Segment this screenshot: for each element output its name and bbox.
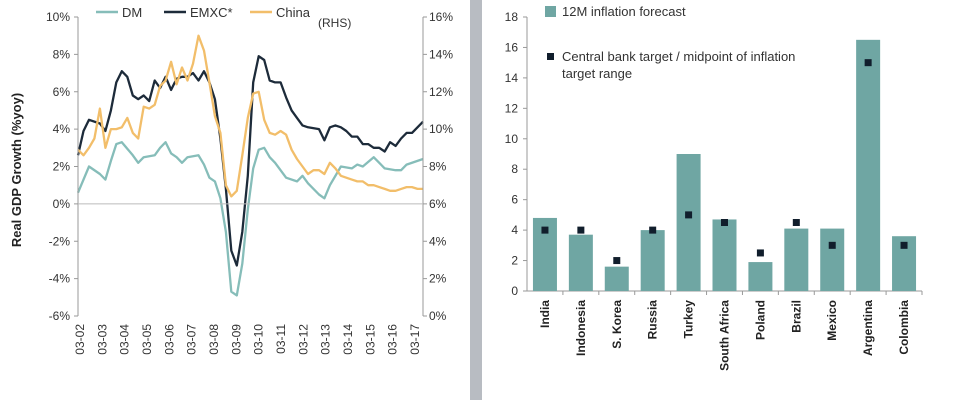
bar-y-tick-label: 18: [505, 10, 519, 24]
category-label: Argentina: [861, 300, 875, 356]
y-tick-label: 0%: [53, 197, 71, 211]
y-axis-label: Real GDP Growth (%yoy): [9, 93, 24, 247]
x-tick-label: 03-05: [140, 324, 154, 355]
line-chart-legend: DM EMXC* China (RHS): [96, 5, 351, 30]
legend-label-china: China: [276, 5, 311, 20]
bar-brazil: [784, 228, 809, 291]
series-line-china: [77, 34, 423, 198]
target-marker-india: [541, 226, 549, 234]
y-tick-label: 2%: [53, 160, 71, 174]
legend-label-dm: DM: [122, 5, 142, 20]
x-tick-label: 03-03: [95, 324, 109, 355]
bar-y-tick-label: 10: [505, 132, 519, 146]
bar-argentina: [856, 39, 881, 292]
legend-swatch-forecast: [545, 6, 556, 17]
target-marker-colombia: [900, 241, 908, 249]
bar-y-tick-label: 16: [505, 40, 519, 54]
target-marker-s-korea: [613, 257, 621, 265]
y-tick-label: -4%: [49, 272, 71, 286]
y-tick-label: 6%: [53, 85, 71, 99]
target-marker-russia: [649, 226, 657, 234]
x-tick-label: 03-11: [274, 324, 288, 354]
bar-indonesia: [568, 234, 593, 291]
x-tick-label: 03-08: [207, 324, 221, 355]
bar-y-tick-label: 14: [505, 71, 519, 85]
bar-y-tick-label: 6: [511, 193, 518, 207]
x-tick-label: 03-17: [408, 324, 422, 355]
target-marker-brazil: [792, 219, 800, 226]
x-tick-label: 03-10: [252, 324, 266, 355]
bar-russia: [640, 230, 665, 291]
category-label: Mexico: [825, 300, 839, 341]
x-tick-label: 03-09: [229, 324, 243, 355]
category-label: Colombia: [897, 300, 911, 355]
x-tick-label: 03-14: [341, 324, 355, 355]
bar-mexico: [820, 228, 845, 291]
y-tick-label: -2%: [49, 234, 71, 248]
y2-tick-label: 10%: [429, 122, 453, 136]
legend-marker-target: [547, 53, 554, 60]
category-label: S. Korea: [610, 300, 624, 349]
y2-tick-label: 14%: [429, 47, 453, 61]
y2-tick-label: 12%: [429, 85, 453, 99]
x-tick-label: 03-04: [118, 324, 132, 355]
target-marker-poland: [756, 249, 764, 257]
y-tick-label: 10%: [46, 10, 70, 24]
y-tick-label: 8%: [53, 47, 71, 61]
series-line-emxc: [76, 55, 424, 267]
y2-tick-label: 4%: [429, 234, 447, 248]
bar-poland: [748, 262, 773, 291]
category-label: Brazil: [789, 300, 803, 333]
legend-label-target-line1: Central bank target / midpoint of inflat…: [562, 49, 795, 64]
y2-tick-label: 2%: [429, 272, 447, 286]
x-tick-label: 03-06: [162, 324, 176, 355]
bar-y-tick-label: 0: [511, 284, 518, 298]
legend-rhs-note: (RHS): [318, 16, 351, 30]
target-marker-argentina: [864, 59, 872, 67]
bar-south-africa: [712, 219, 737, 291]
target-marker-indonesia: [577, 226, 585, 234]
x-tick-label: 03-16: [386, 324, 400, 355]
y-tick-label: 4%: [53, 122, 71, 136]
x-tick-label: 03-07: [185, 324, 199, 355]
series-line-dm: [76, 141, 424, 297]
y2-tick-label: 6%: [429, 197, 447, 211]
legend-label-forecast: 12M inflation forecast: [562, 4, 686, 19]
category-label: India: [538, 300, 552, 328]
panel-divider: [470, 0, 482, 400]
legend-label-target-line2: target range: [562, 66, 632, 81]
category-label: Russia: [646, 300, 660, 340]
inflation-bar-chart: 0 2 4 6 8 10 12 14 16 18 India Indonesia S. Korea Rus…: [505, 4, 923, 371]
target-marker-turkey: [685, 211, 693, 219]
x-tick-label: 03-15: [363, 324, 377, 355]
bar-chart-legend: 12M inflation forecast Central bank targ…: [545, 4, 795, 81]
bar-turkey: [676, 154, 701, 291]
category-label: Indonesia: [574, 300, 588, 356]
bar-y-tick-label: 12: [505, 101, 519, 115]
bar-y-tick-label: 4: [511, 223, 518, 237]
y2-tick-label: 16%: [429, 10, 453, 24]
x-tick-label: 03-02: [73, 324, 87, 355]
y-tick-label: -6%: [49, 309, 71, 323]
category-label: South Africa: [718, 300, 732, 371]
legend-label-emxc: EMXC*: [190, 5, 233, 20]
category-label: Turkey: [682, 300, 696, 339]
gdp-growth-line-chart: 10% 8% 6% 4% 2% 0% -2% -4% -6% 16% 14% 12% 10% 8% 6% 4%…: [9, 5, 453, 355]
target-marker-mexico: [828, 241, 836, 249]
y2-tick-label: 0%: [429, 309, 447, 323]
bar-y-tick-label: 2: [511, 254, 518, 268]
bar-y-tick-label: 8: [511, 162, 518, 176]
x-tick-label: 03-13: [319, 324, 333, 355]
bar-s-korea: [604, 266, 629, 291]
x-tick-label: 03-12: [296, 324, 310, 355]
y2-tick-label: 8%: [429, 160, 447, 174]
target-marker-south-africa: [721, 219, 728, 226]
category-label: Poland: [753, 300, 767, 340]
